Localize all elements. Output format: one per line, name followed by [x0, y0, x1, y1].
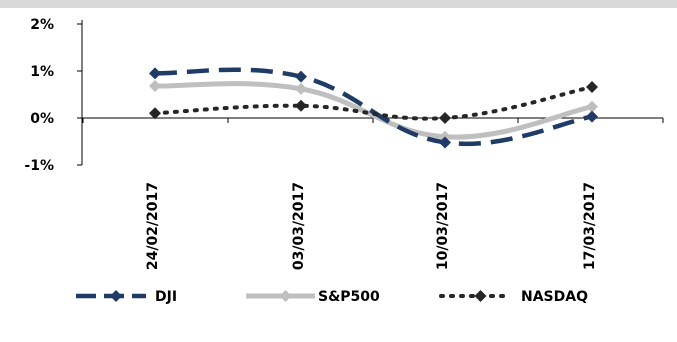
- legend-label-nasdaq: NASDAQ: [521, 289, 588, 305]
- x-tick-label: 17/03/2017: [582, 182, 598, 270]
- legend-label-s-p500: S&P500: [318, 289, 380, 305]
- data-point-nasdaq: [439, 112, 451, 124]
- axes: [77, 20, 664, 166]
- data-point-nasdaq: [295, 99, 307, 112]
- y-axis-ticks: 2% 1% 0% -1%: [24, 17, 54, 174]
- legend-item-s-p500: S&P500: [246, 289, 380, 305]
- legend-item-dji: DJI: [76, 289, 177, 305]
- series-line-nasdaq: [153, 84, 594, 121]
- series-dji: [149, 67, 598, 149]
- data-point-nasdaq: [149, 107, 161, 120]
- y-tick-label: -1%: [24, 158, 54, 174]
- legend: DJI S&P500 NASDAQ: [76, 289, 588, 305]
- x-tick-label: 03/03/2017: [291, 182, 307, 270]
- y-tick-label: 2%: [30, 17, 54, 33]
- x-axis-ticks: 24/02/2017 03/03/2017 10/03/2017 17/03/2017: [145, 182, 598, 270]
- top-band: [0, 0, 677, 8]
- data-point-dji: [439, 136, 451, 149]
- data-point-dji: [295, 70, 307, 83]
- legend-marker-nasdaq: [474, 290, 487, 302]
- data-point-s-p500: [295, 82, 307, 95]
- series-line-dji: [154, 67, 593, 146]
- series-lines: [149, 67, 598, 149]
- data-point-dji: [586, 110, 598, 123]
- data-point-s-p500: [586, 100, 598, 113]
- x-tick-label: 10/03/2017: [435, 182, 451, 270]
- legend-item-nasdaq: NASDAQ: [439, 289, 588, 305]
- data-point-dji: [149, 67, 161, 80]
- y-tick-label: 0%: [30, 111, 54, 127]
- data-point-nasdaq: [586, 80, 598, 93]
- y-tick-label: 1%: [30, 64, 54, 80]
- series-nasdaq: [149, 80, 598, 124]
- x-tick-label: 24/02/2017: [145, 182, 161, 270]
- legend-label-dji: DJI: [155, 289, 177, 305]
- legend-marker-dji: [110, 290, 122, 302]
- legend-marker-s-p500: [279, 290, 292, 302]
- data-point-s-p500: [149, 80, 161, 93]
